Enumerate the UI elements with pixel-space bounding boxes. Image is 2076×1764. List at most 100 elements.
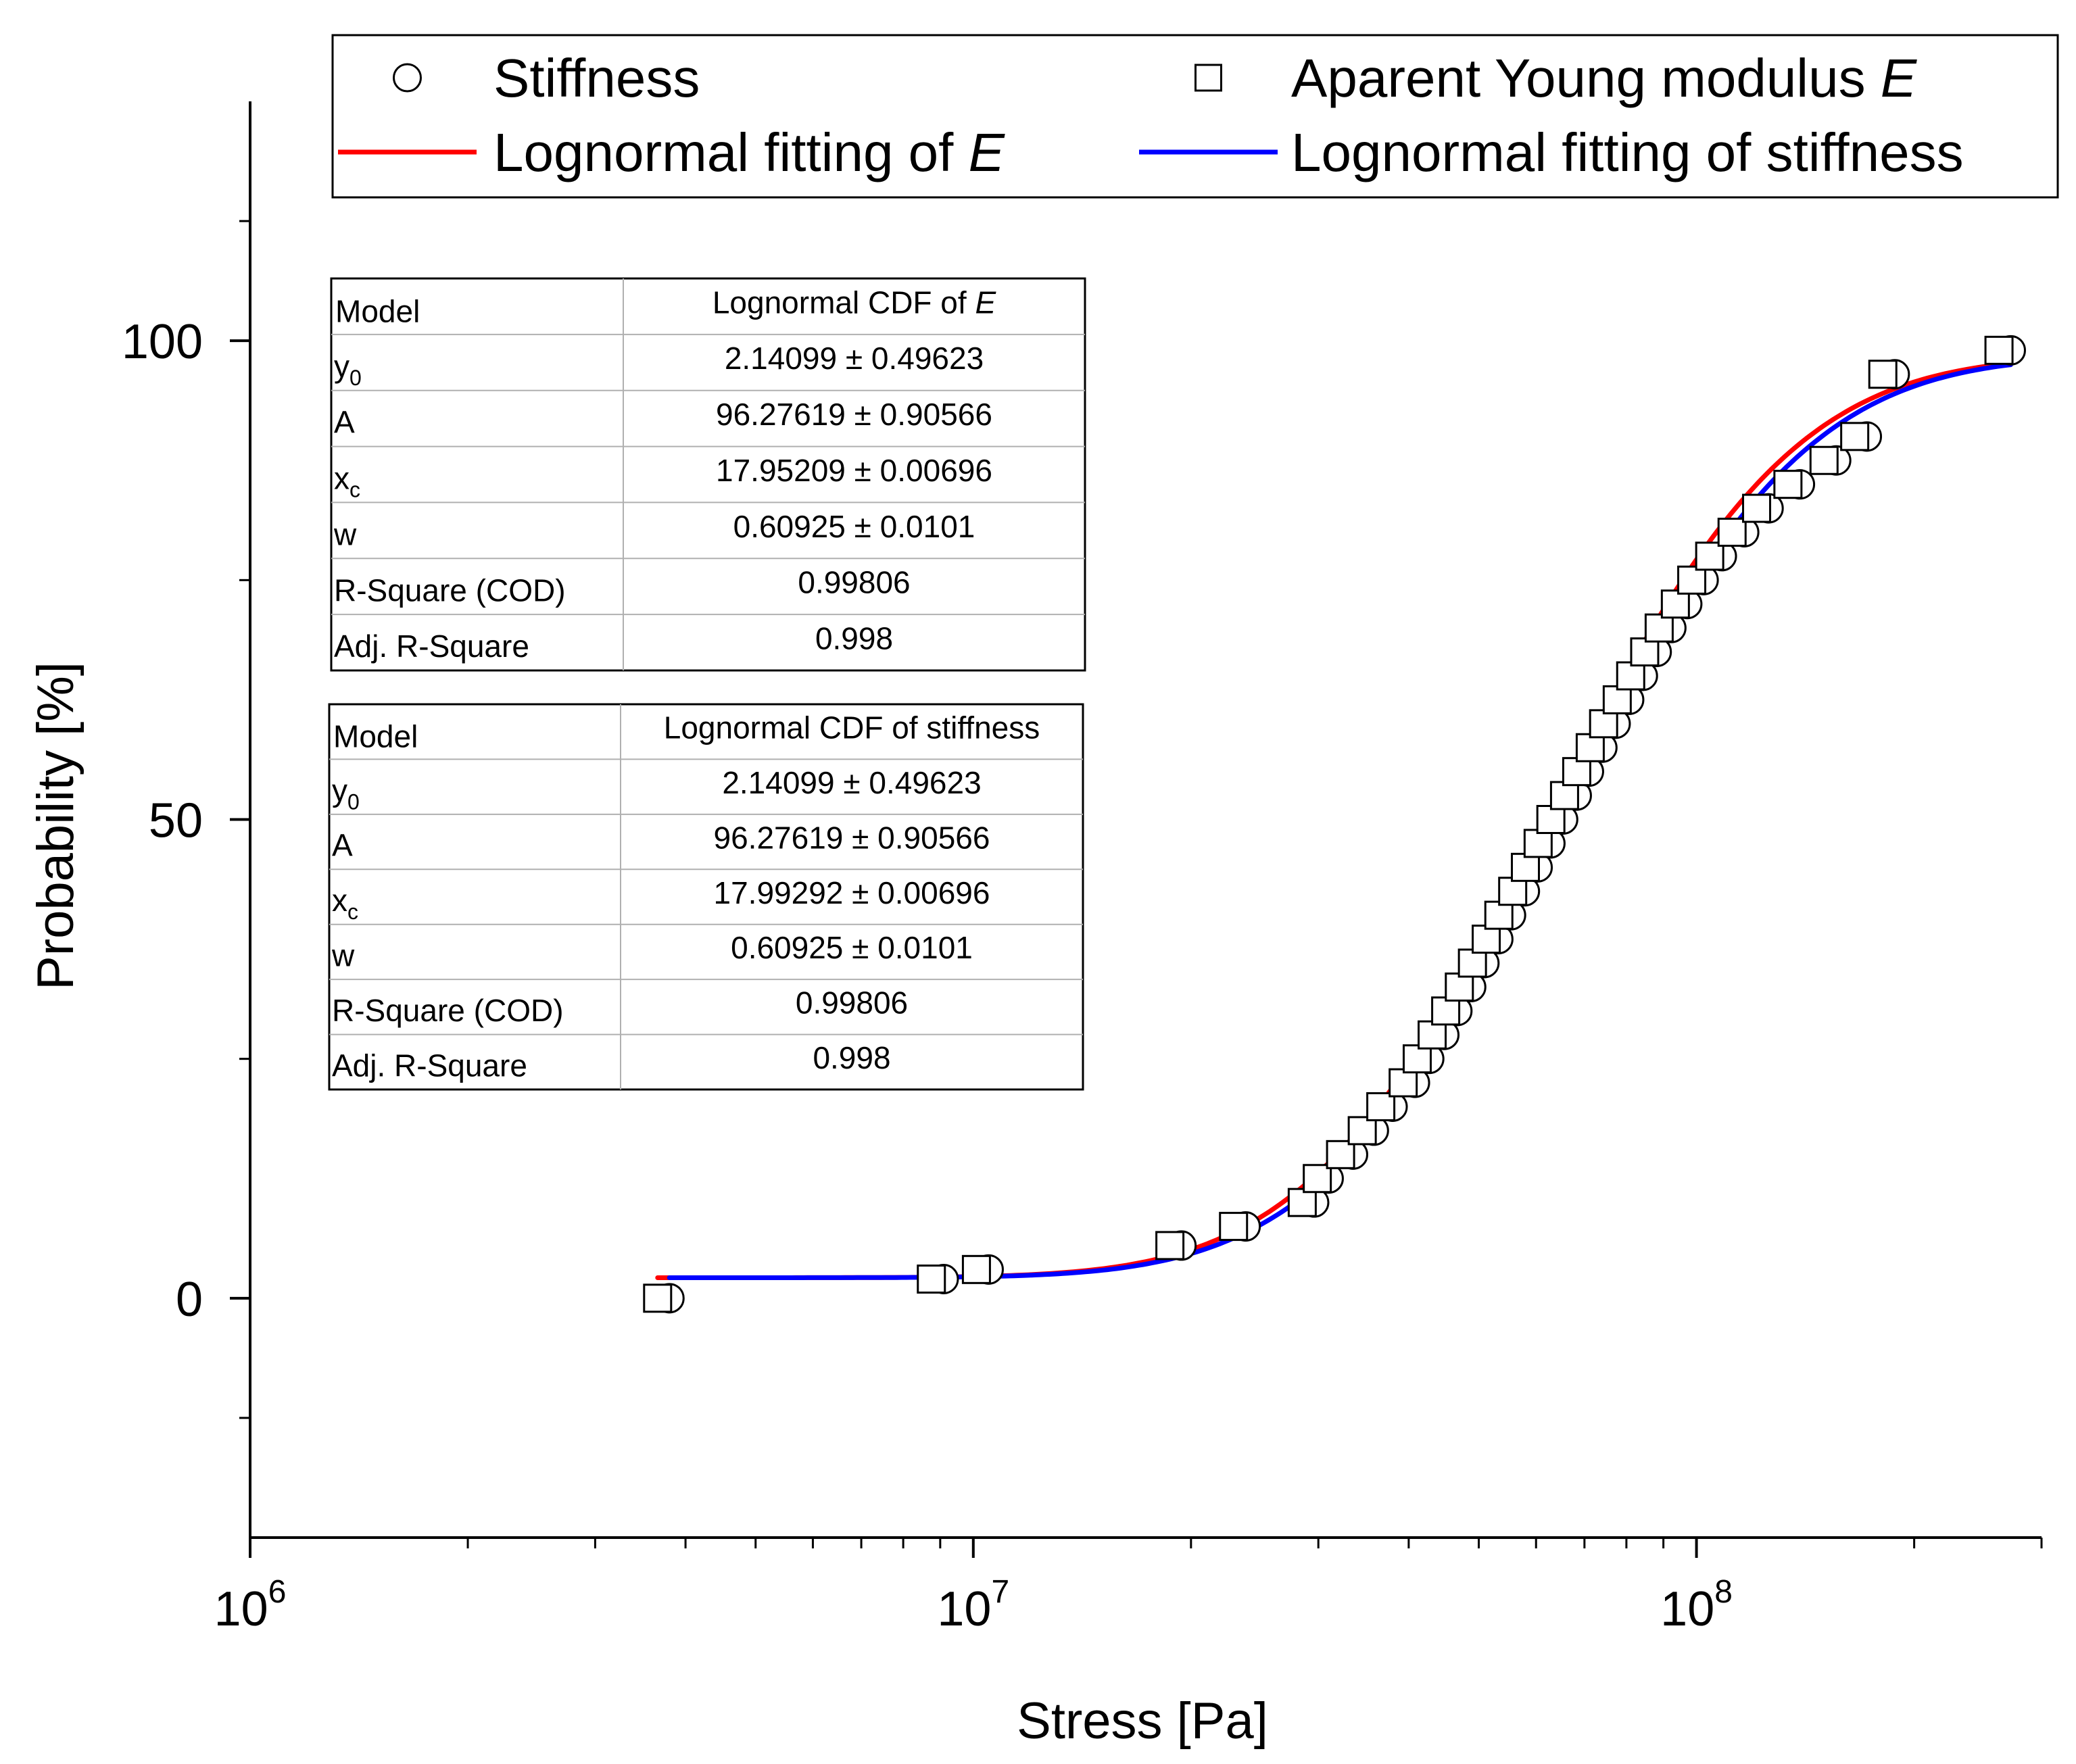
table-param-value: 2.14099 ± 0.49623 [725, 341, 984, 376]
modulus-point [1695, 541, 1724, 571]
modulus-point [1660, 589, 1690, 619]
table-header-model-name: Lognormal CDF of stiffness [664, 710, 1040, 745]
table-param-main: w [333, 516, 357, 552]
modulus-point [1498, 877, 1528, 906]
legend-label: Stiffness [493, 48, 700, 108]
legend-label: Lognormal fitting of E [493, 122, 1006, 182]
legend: Stiffness Aparent Young modulus ELognorma… [331, 34, 2059, 199]
table-param-value: 17.99292 ± 0.00696 [714, 875, 990, 910]
table-param-name: Adj. R-Square [334, 629, 529, 664]
modulus-point [1326, 1140, 1355, 1169]
x-axis-title: Stress [Pa] [1017, 1692, 1268, 1750]
table-header-text: Lognormal CDF of [713, 285, 975, 320]
modulus-point [1402, 1044, 1432, 1074]
y-tick-label: 0 [176, 1273, 203, 1327]
modulus-point [961, 1254, 991, 1284]
table-param-value: 0.99806 [796, 985, 908, 1021]
table-param-main: w [331, 938, 355, 973]
modulus-point [643, 1283, 673, 1313]
table-param-value: 0.60925 ± 0.0101 [731, 930, 973, 965]
table-param-main: Adj. R-Square [332, 1048, 527, 1083]
table-param-name: xc [334, 461, 360, 502]
modulus-point [1717, 518, 1747, 547]
modulus-point [1549, 781, 1579, 810]
x-tick-label: 107 [937, 1574, 1009, 1636]
modulus-point [1523, 829, 1553, 858]
table-param-value: 0.998 [813, 1040, 890, 1075]
legend-label-italic: E [969, 122, 1006, 182]
table-param-value: 17.95209 ± 0.00696 [716, 453, 992, 488]
y-axis-title: Probability [%] [27, 662, 85, 990]
modulus-point [1840, 422, 1870, 451]
table-param-main: x [332, 883, 347, 918]
modulus-point [1303, 1164, 1332, 1194]
table-param-name: R-Square (COD) [332, 993, 564, 1028]
table-param-main: R-Square (COD) [334, 572, 566, 608]
legend-label-text: Lognormal fitting of [493, 122, 969, 182]
x-tick-label: 108 [1660, 1574, 1733, 1636]
modulus-point [1644, 613, 1674, 643]
modulus-point [1868, 360, 1898, 389]
table-header-text: Lognormal CDF of stiffness [664, 710, 1040, 745]
table-header-model: Model [335, 294, 420, 329]
modulus-point [1677, 565, 1707, 595]
modulus-point [1984, 335, 2014, 365]
table-header-italic: E [975, 285, 996, 320]
y-tick-label: 100 [122, 315, 203, 369]
params-table_stiffness: Model Lognormal CDF of stiffness y0 2.14099… [328, 703, 1084, 1091]
legend-label: Aparent Young modulus E [1291, 48, 1918, 108]
table-param-name: w [333, 516, 357, 552]
modulus-point [1219, 1212, 1249, 1242]
modulus-point [1562, 757, 1591, 787]
modulus-point [1742, 493, 1772, 523]
table-param-main: R-Square (COD) [332, 993, 564, 1028]
legend-circle-marker [393, 63, 422, 93]
table-param-name: A [334, 405, 355, 440]
legend-label: Lognormal fitting of stiffness [1291, 122, 1964, 182]
legend-box [331, 34, 2059, 199]
x-tick-label: 106 [214, 1574, 287, 1636]
modulus-point [1809, 445, 1839, 475]
y-tick-label: 50 [149, 794, 203, 848]
table-param-main: A [334, 405, 355, 440]
modulus-point [1630, 637, 1660, 667]
table-param-name: w [331, 938, 355, 973]
table-param-name: Adj. R-Square [332, 1048, 527, 1083]
legend-square-marker [1194, 64, 1222, 92]
data-markers [643, 335, 2026, 1314]
modulus-point [1347, 1116, 1377, 1146]
legend-label-text: Lognormal fitting of stiffness [1291, 122, 1964, 182]
legend-label-italic: E [1881, 48, 1918, 108]
table-param-name: R-Square (COD) [334, 572, 566, 608]
x-tick-exp: 8 [1714, 1574, 1733, 1610]
modulus-point [1773, 470, 1803, 499]
table-param-value: 2.14099 ± 0.49623 [722, 765, 981, 800]
x-tick-base: 10 [937, 1582, 991, 1636]
modulus-point [1366, 1092, 1396, 1121]
modulus-point [1510, 852, 1540, 882]
table-param-name: y0 [334, 349, 362, 390]
table-border [328, 703, 1084, 1091]
table-param-main: y [332, 773, 347, 808]
table-param-name: y0 [332, 773, 360, 814]
modulus-point [1602, 685, 1632, 714]
table-param-main: A [332, 828, 353, 863]
table-param-main: y [334, 349, 349, 384]
table-param-main: Adj. R-Square [334, 629, 529, 664]
table-param-value: 96.27619 ± 0.90566 [714, 820, 990, 855]
legend-label-text: Aparent Young modulus [1291, 48, 1881, 108]
table-header-model-name: Lognormal CDF of E [713, 285, 997, 320]
x-tick-base: 10 [1660, 1582, 1714, 1636]
modulus-point [1616, 661, 1645, 691]
table-param-name: A [332, 828, 353, 863]
table-param-value: 0.60925 ± 0.0101 [733, 509, 975, 544]
table-param-sub: c [347, 900, 358, 924]
modulus-point [1155, 1231, 1185, 1260]
table-param-sub: 0 [347, 789, 360, 814]
modulus-point [1287, 1187, 1317, 1217]
x-tick-base: 10 [214, 1582, 268, 1636]
table-header-model: Model [333, 719, 418, 754]
